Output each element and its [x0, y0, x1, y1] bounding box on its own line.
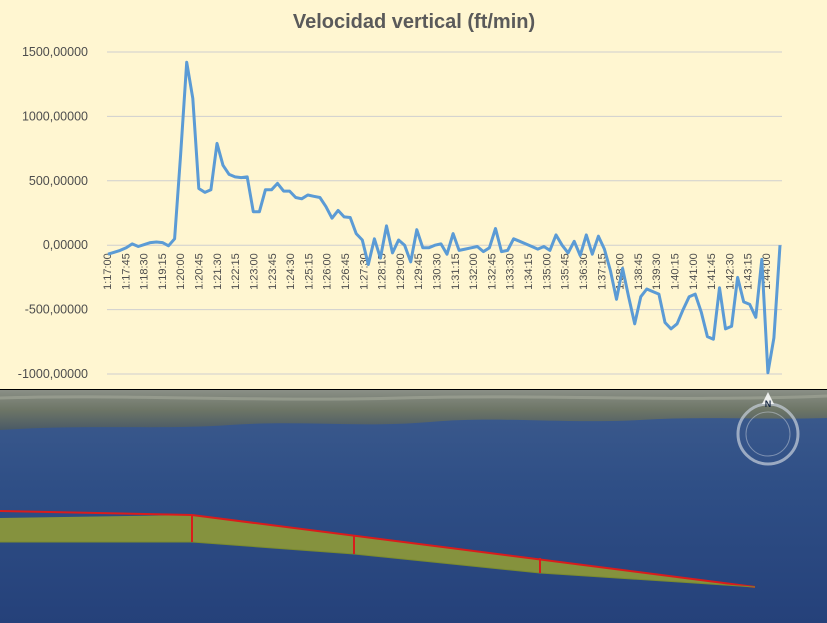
grid-layer [107, 51, 782, 375]
terrain-view[interactable]: N [0, 390, 827, 623]
compass-north-arrow-icon [762, 392, 774, 404]
x-tick-label: 1:18:30 [139, 253, 151, 290]
compass-north-label: N [765, 399, 772, 409]
x-tick-label: 1:35:00 [541, 253, 553, 290]
land-ridge [0, 394, 827, 401]
y-tick-label: -1000,00000 [18, 367, 88, 381]
x-tick-label: 1:35:45 [560, 253, 572, 290]
x-tick-label: 1:41:00 [688, 253, 700, 290]
velocity-chart: Velocidad vertical (ft/min) 1500,00000 10… [18, 11, 782, 381]
series-layer [107, 60, 782, 375]
x-axis-labels: 1:17:00 1:17:45 1:18:30 1:19:15 1:20:00 1:20:… [102, 253, 773, 290]
x-tick-label: 1:37:15 [596, 253, 608, 290]
series-line [107, 60, 782, 375]
x-tick-label: 1:32:00 [468, 253, 480, 290]
y-tick-label: -500,00000 [25, 303, 88, 317]
y-tick-label: 1000,00000 [22, 109, 88, 123]
flight-corridor [0, 515, 755, 587]
x-tick-label: 1:32:45 [486, 253, 498, 290]
x-tick-label: 1:36:30 [578, 253, 590, 290]
x-tick-label: 1:34:15 [523, 253, 535, 290]
y-tick-label: 500,00000 [29, 174, 88, 188]
x-tick-label: 1:20:45 [194, 253, 206, 290]
x-tick-label: 1:30:30 [432, 253, 444, 290]
chart-title: Velocidad vertical (ft/min) [293, 11, 535, 33]
x-tick-label: 1:20:00 [175, 253, 187, 290]
x-tick-label: 1:28:15 [377, 253, 389, 290]
x-tick-label: 1:26:00 [322, 253, 334, 290]
x-tick-label: 1:17:45 [120, 253, 132, 290]
x-tick-label: 1:41:45 [706, 253, 718, 290]
x-tick-label: 1:19:15 [157, 253, 169, 290]
x-tick-label: 1:26:45 [340, 253, 352, 290]
x-tick-label: 1:42:30 [724, 253, 736, 290]
x-tick-label: 1:25:15 [303, 253, 315, 290]
x-tick-label: 1:43:15 [743, 253, 755, 290]
y-tick-label: 0,00000 [43, 238, 88, 252]
x-tick-label: 1:17:00 [102, 253, 114, 290]
x-tick-label: 1:33:30 [505, 253, 517, 290]
water-area [0, 390, 827, 623]
chart-panel: Velocidad vertical (ft/min) 1500,00000 10… [0, 0, 827, 389]
x-tick-label: 1:39:30 [651, 253, 663, 290]
compass-inner-ring [745, 411, 791, 457]
y-tick-label: 1500,00000 [22, 45, 88, 59]
x-tick-label: 1:40:15 [669, 253, 681, 290]
x-tick-label: 1:29:00 [395, 253, 407, 290]
x-tick-label: 1:31:15 [450, 253, 462, 290]
coastline-land [0, 390, 827, 430]
map-panel[interactable]: N [0, 390, 827, 623]
x-tick-label: 1:23:00 [248, 253, 260, 290]
x-tick-label: 1:22:15 [230, 253, 242, 290]
x-tick-label: 1:38:45 [633, 253, 645, 290]
x-tick-label: 1:29:45 [413, 253, 425, 290]
compass-control[interactable]: N [736, 392, 800, 466]
y-axis-labels: 1500,00000 1000,00000 500,00000 0,00000 -500… [18, 45, 88, 381]
x-tick-label: 1:21:30 [212, 253, 224, 290]
x-tick-label: 1:23:45 [267, 253, 279, 290]
x-tick-label: 1:24:30 [285, 253, 297, 290]
